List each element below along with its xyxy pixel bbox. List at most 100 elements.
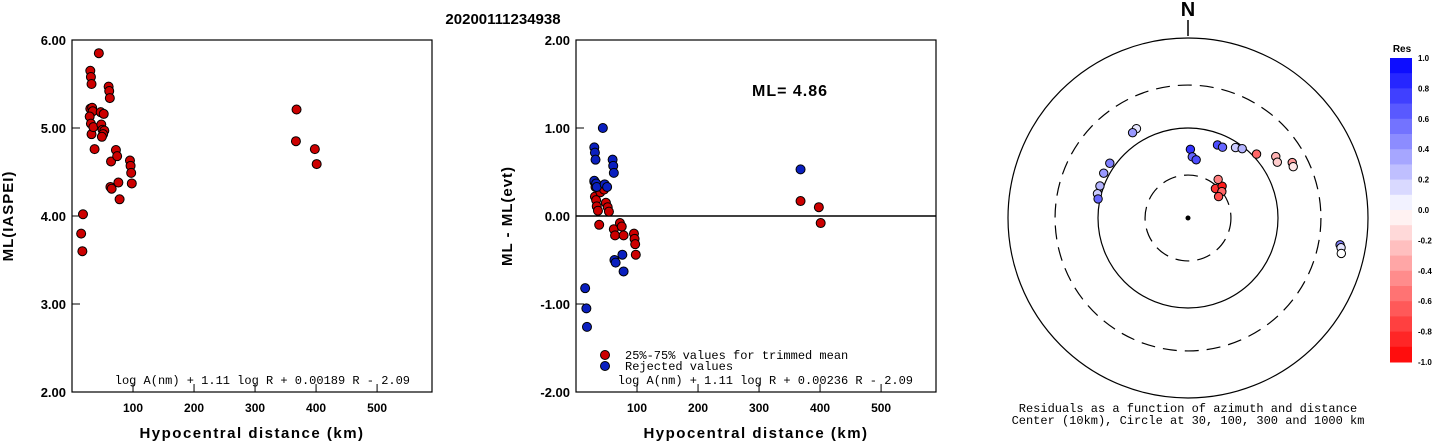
colorbar-tick-label: 0.4 <box>1418 145 1430 154</box>
station-marker <box>1272 157 1283 167</box>
station-residuals <box>1092 123 1347 259</box>
data-point <box>291 104 302 115</box>
station-marker <box>1105 158 1115 168</box>
colorbar-tick-label: -1.0 <box>1418 358 1432 367</box>
data-point <box>77 246 88 257</box>
colorbar-swatch <box>1390 103 1412 120</box>
colorbar-ticks: 1.0 0.8 0.6 0.4 0.2 0.0 -0.2 -0.4 -0.6 -0.8 -1.0 <box>1418 54 1432 367</box>
data-point <box>610 230 621 241</box>
distance-circles <box>1007 37 1369 399</box>
data-point <box>617 249 628 260</box>
distance-circle <box>1144 174 1232 262</box>
data-point <box>93 48 104 59</box>
data-point <box>96 131 107 142</box>
station-marker <box>1093 194 1103 204</box>
x-tick-label: 100 <box>123 401 143 415</box>
formula-label: log A(nm) + 1.11 log R + 0.00236 R - 2.0… <box>618 374 913 388</box>
data-point <box>98 108 109 119</box>
data-point <box>616 221 627 232</box>
data-point <box>618 266 629 277</box>
legend-marker-rejected <box>600 361 610 371</box>
station-marker <box>1095 181 1105 191</box>
data-point <box>104 93 115 104</box>
x-axis-label: Hypocentral distance (km) <box>643 425 868 441</box>
colorbar-swatches <box>1390 58 1412 363</box>
formula-label: log A(nm) + 1.11 log R + 0.00189 R - 2.0… <box>115 374 410 388</box>
data-point <box>795 164 806 175</box>
legend-marker-trimmed <box>600 350 610 360</box>
x-tick-label: 200 <box>184 401 204 415</box>
colorbar-swatch <box>1390 255 1412 272</box>
figure-title: 20200111234938 <box>445 11 560 28</box>
station-marker <box>1191 155 1201 165</box>
y-tick-label: 6.00 <box>41 33 66 48</box>
data-point <box>126 178 137 189</box>
station-marker <box>1213 174 1223 185</box>
data-point <box>77 209 88 220</box>
x-tick-label: 300 <box>245 401 265 415</box>
data-points <box>580 123 826 332</box>
colorbar-swatch <box>1390 88 1412 105</box>
data-point <box>602 181 613 192</box>
data-point <box>126 167 137 178</box>
colorbar-swatch <box>1390 331 1412 348</box>
colorbar-tick-label: 0.0 <box>1418 206 1430 215</box>
data-point <box>813 202 824 213</box>
colorbar-swatch <box>1390 210 1412 226</box>
legend-label-trimmed: 25%-75% values for trimmed mean <box>625 349 848 363</box>
data-point <box>290 136 301 147</box>
data-point <box>815 218 826 229</box>
colorbar-swatch <box>1390 346 1412 363</box>
y-ticks: -2.00 -1.00 0.00 1.00 2.00 <box>540 33 584 400</box>
data-point <box>590 154 601 165</box>
data-point <box>594 219 605 230</box>
x-ticks: 100 200 300 400 500 <box>627 384 891 415</box>
data-point <box>113 177 124 188</box>
y-tick-label: 1.00 <box>545 121 570 136</box>
x-tick-label: 400 <box>306 401 326 415</box>
station-marker <box>1099 168 1109 178</box>
y-tick-label: -2.00 <box>540 385 570 400</box>
colorbar-tick-label: 0.8 <box>1418 84 1430 93</box>
y-tick-label: -1.00 <box>540 297 570 312</box>
colorbar-swatch <box>1390 134 1412 150</box>
x-tick-label: 400 <box>810 401 830 415</box>
x-tick-label: 500 <box>871 401 891 415</box>
azimuth-residual-panel: N Residuals as a function of azimuth and… <box>1007 0 1369 428</box>
ml-annotation: ML= 4.86 <box>752 83 828 100</box>
data-point <box>795 196 806 207</box>
colorbar-tick-label: 1.0 <box>1418 54 1430 63</box>
data-point <box>114 194 125 205</box>
distance-circle <box>1007 37 1369 399</box>
data-point <box>618 230 629 241</box>
colorbar-swatch <box>1390 73 1412 89</box>
x-tick-label: 500 <box>367 401 387 415</box>
north-label: N <box>1181 0 1195 21</box>
plot-frame <box>71 39 433 393</box>
y-tick-label: 2.00 <box>41 385 66 400</box>
colorbar-swatch <box>1390 286 1412 302</box>
data-point <box>630 239 641 250</box>
station-marker <box>1213 191 1224 202</box>
data-point <box>630 249 641 260</box>
colorbar-title: Res <box>1393 44 1412 55</box>
data-point <box>581 303 592 314</box>
y-axis-label: ML - ML(evt) <box>499 166 516 266</box>
data-point <box>592 205 603 216</box>
station-marker <box>1127 127 1138 138</box>
colorbar-swatch <box>1390 164 1412 181</box>
x-ticks: 100 200 300 400 500 <box>123 384 387 415</box>
data-point <box>603 206 614 217</box>
colorbar-tick-label: 0.2 <box>1418 176 1430 185</box>
data-point <box>311 159 322 170</box>
epicenter-dot <box>1185 215 1191 221</box>
y-tick-label: 0.00 <box>545 209 570 224</box>
station-marker <box>1251 149 1262 159</box>
y-axis-label: ML(IASPEI) <box>0 171 17 262</box>
x-tick-label: 200 <box>688 401 708 415</box>
colorbar-swatch <box>1390 240 1412 257</box>
data-point <box>610 257 621 268</box>
colorbar-tick-label: -0.6 <box>1418 297 1432 306</box>
station-marker <box>1217 142 1228 152</box>
